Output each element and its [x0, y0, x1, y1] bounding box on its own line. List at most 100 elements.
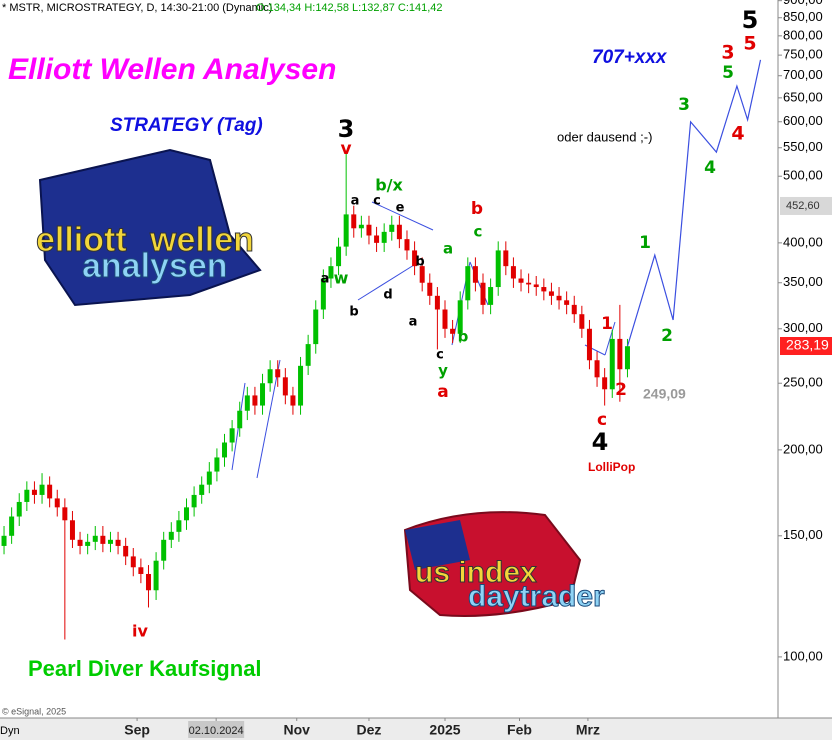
candle-body: [115, 539, 121, 546]
wave-label: c: [474, 223, 483, 241]
candle-body: [617, 338, 623, 370]
wave-label: a: [321, 272, 330, 287]
candle-body: [472, 266, 478, 283]
price-tag: [780, 337, 832, 356]
wave-label: b: [415, 255, 424, 270]
candle-body: [275, 369, 281, 378]
y-tick-label: 550,00: [783, 139, 823, 154]
subtitle: STRATEGY (Tag): [110, 115, 263, 136]
candle-body: [16, 501, 22, 517]
x-tick-highlight: [188, 721, 245, 738]
candle-body: [624, 346, 630, 370]
candle-body: [85, 541, 91, 546]
candle-body: [199, 484, 205, 495]
candle-body: [564, 300, 570, 305]
candle-body: [594, 360, 600, 378]
wave-label: c: [436, 348, 444, 363]
wave-label: a: [351, 194, 360, 209]
wave-label: 3: [678, 95, 690, 115]
wave-label: y: [438, 362, 448, 380]
y-tick-label: 750,00: [783, 47, 823, 62]
logo-text: us index: [415, 556, 537, 589]
candle-body: [343, 214, 349, 247]
candle-body: [92, 535, 98, 542]
wave-label: e: [396, 201, 405, 216]
y-tick-label: 150,00: [783, 527, 823, 542]
logo-text: daytrader: [468, 580, 605, 613]
candle-body: [183, 507, 189, 521]
logo-text: analysen: [82, 247, 228, 285]
wave-label: 5: [742, 6, 759, 34]
candle-body: [480, 282, 486, 305]
low-label: 249,09: [643, 386, 686, 402]
candle-body: [206, 471, 212, 485]
wave-label: 5: [722, 63, 734, 83]
wave-label: b: [349, 305, 358, 320]
candle-body: [442, 309, 448, 329]
corner: Dyn: [0, 725, 20, 737]
candle-body: [138, 567, 144, 574]
y-tick-label: 400,00: [783, 234, 823, 249]
wave-label: 4: [731, 123, 744, 145]
logo-left: elliott wellen analysen: [36, 148, 262, 307]
candle-body: [434, 295, 440, 310]
candle-body: [168, 531, 174, 540]
wave-label: 3: [338, 115, 355, 143]
trend-lines: [231, 201, 616, 479]
candle-body: [130, 556, 136, 568]
candle-body: [161, 539, 167, 561]
candle-body: [244, 395, 250, 411]
candle-body: [328, 266, 334, 279]
candle-body: [427, 282, 433, 296]
candle-body: [145, 573, 151, 591]
candle-body: [31, 489, 37, 495]
candle-body: [100, 535, 106, 544]
y-tick-label: 100,00: [783, 648, 823, 663]
logo-text: wellen: [149, 221, 254, 259]
wave-label: a: [437, 382, 448, 402]
y-tick-label: 650,00: [783, 89, 823, 104]
comment: oder dausend ;-): [557, 129, 652, 144]
x-tick-label: Feb: [507, 722, 532, 738]
logo-right: us index daytrader: [403, 511, 606, 617]
signal: Pearl Diver Kaufsignal: [28, 656, 262, 681]
candle-body: [389, 224, 395, 232]
wave-label: 2: [615, 380, 627, 400]
wave-label: iv: [132, 622, 148, 641]
candle-body: [298, 365, 304, 406]
candle-body: [586, 328, 592, 361]
candle-body: [320, 278, 326, 310]
wave-label: w: [334, 269, 349, 288]
candle-body: [62, 507, 68, 521]
candle-body: [488, 287, 494, 305]
x-tick-label: Mrz: [576, 722, 600, 738]
candle-body: [412, 250, 418, 267]
y-tick-label: 800,00: [783, 27, 823, 42]
y-tick-label: 600,00: [783, 113, 823, 128]
candle-body: [237, 410, 243, 429]
wave-label: 4: [704, 158, 716, 178]
wave-label: b: [471, 199, 483, 219]
candle-body: [526, 282, 532, 285]
wave-label: 4: [592, 428, 609, 456]
candle-body: [556, 295, 562, 301]
candle-body: [358, 224, 364, 229]
x-tick-label: Nov: [284, 722, 311, 738]
candle-body: [305, 344, 311, 366]
lollipop: LolliPop: [588, 460, 635, 474]
y-tick-label: 700,00: [783, 67, 823, 82]
candle-body: [457, 300, 463, 334]
candle-body: [39, 484, 45, 495]
wave-label: b/x: [375, 176, 403, 195]
y-tick-label: 850,00: [783, 9, 823, 24]
price-axis-panel: [778, 0, 832, 718]
candle-body: [419, 266, 425, 283]
candle-body: [153, 560, 159, 591]
wave-label: 5: [743, 33, 756, 55]
candle-body: [533, 284, 539, 288]
wave-label: v: [340, 139, 351, 159]
candle-body: [404, 239, 410, 251]
candle-body: [229, 428, 235, 443]
copyright: © eSignal, 2025: [2, 706, 66, 716]
